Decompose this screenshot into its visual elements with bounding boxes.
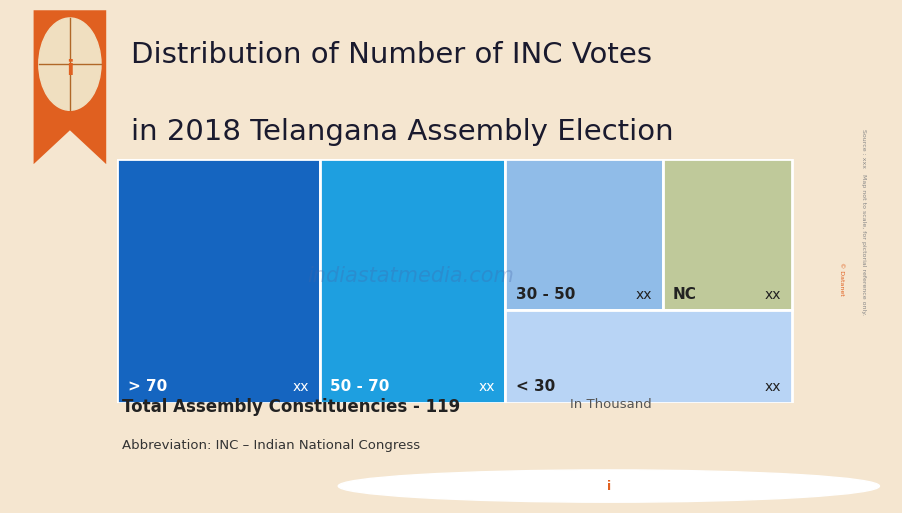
Text: in 2018 Telangana Assembly Election: in 2018 Telangana Assembly Election	[131, 118, 674, 146]
Text: i: i	[66, 59, 74, 78]
Text: media: media	[715, 477, 773, 495]
Bar	[505, 310, 792, 403]
Text: i: i	[607, 480, 611, 492]
Text: Source : xxx   Map not to scale, for pictorial reference only.: Source : xxx Map not to scale, for picto…	[861, 129, 866, 315]
Text: Abbreviation: INC – Indian National Congress: Abbreviation: INC – Indian National Cong…	[122, 439, 419, 451]
Text: 50 - 70: 50 - 70	[330, 379, 390, 394]
Text: Total Assembly Constituencies - 119: Total Assembly Constituencies - 119	[122, 399, 460, 417]
Text: In Thousand: In Thousand	[570, 399, 652, 411]
Text: > 70: > 70	[128, 379, 167, 394]
Text: xx: xx	[293, 380, 309, 394]
Bar	[505, 159, 662, 310]
Text: xx: xx	[478, 380, 494, 394]
Bar	[320, 159, 505, 403]
Text: xx: xx	[636, 288, 652, 302]
Text: xx: xx	[765, 380, 781, 394]
Text: NC: NC	[673, 287, 697, 302]
Text: < 30: < 30	[516, 379, 555, 394]
Bar	[117, 159, 320, 403]
Circle shape	[39, 18, 101, 110]
Text: xx: xx	[765, 288, 781, 302]
Bar	[663, 159, 792, 310]
Text: indiastatmedia.com: indiastatmedia.com	[308, 266, 514, 286]
Text: indiastat: indiastat	[627, 477, 710, 495]
Text: 30 - 50: 30 - 50	[516, 287, 575, 302]
Text: © Datanet: © Datanet	[839, 262, 843, 295]
Circle shape	[338, 470, 879, 502]
Text: Distribution of Number of INC Votes: Distribution of Number of INC Votes	[131, 41, 652, 69]
Polygon shape	[33, 10, 106, 164]
